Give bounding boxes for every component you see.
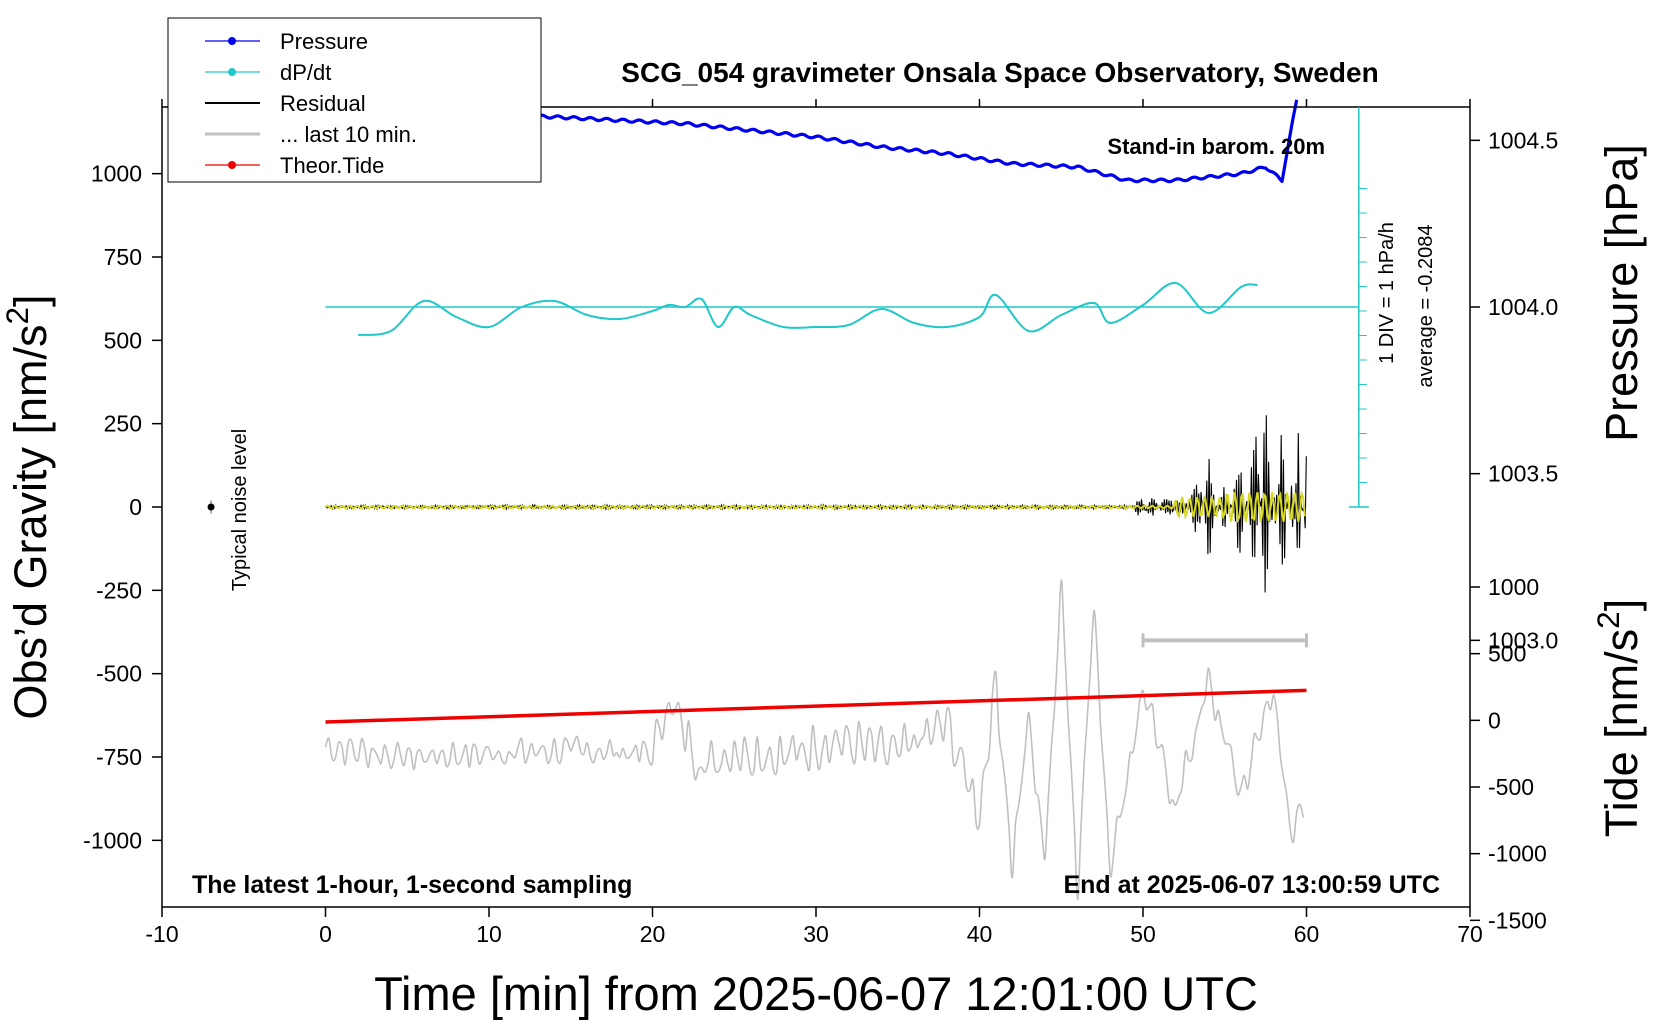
pressure-tick-label: 1003.0 — [1488, 627, 1558, 653]
y-tick-label: 250 — [104, 411, 142, 437]
end-time-note: End at 2025-06-07 13:00:59 UTC — [1063, 871, 1440, 899]
legend-label: Residual — [280, 91, 366, 116]
y-tick-label: -1000 — [83, 827, 142, 853]
legend-label: ... last 10 min. — [280, 122, 417, 147]
y-tick-label: -750 — [96, 744, 142, 770]
legend-marker — [228, 37, 236, 45]
y-axis-label-pressure: Pressure [hPa] — [1596, 144, 1647, 442]
residual-filtered-line — [324, 489, 1306, 524]
tide-tick-label: 1000 — [1488, 574, 1539, 600]
series-4-theor-tide — [325, 688, 1307, 724]
pressure-tick-label: 1003.5 — [1488, 461, 1558, 487]
x-tick-label: 30 — [803, 921, 829, 947]
tide-tick-label: 500 — [1488, 641, 1526, 667]
plot-lines — [324, 88, 1359, 901]
y-tick-label: -250 — [96, 577, 142, 603]
x-tick-label: 70 — [1457, 921, 1483, 947]
y-axis-label-tide: Tide [nm/s2] — [1590, 599, 1647, 837]
x-tick-label: 10 — [476, 921, 502, 947]
barom-note: Stand-in barom. 20m — [1107, 134, 1325, 159]
legend-marker — [228, 68, 236, 76]
tide-tick-label: -500 — [1488, 774, 1534, 800]
y-tick-label: 750 — [104, 244, 142, 270]
legend-label: dP/dt — [280, 60, 331, 85]
pressure-tick-label: 1004.0 — [1488, 294, 1558, 320]
annotations: Stand-in barom. 20m The latest 1-hour, 1-… — [192, 107, 1440, 899]
series-2-residual — [325, 415, 1307, 593]
x-tick-label: -10 — [145, 921, 178, 947]
x-tick-label: 0 — [319, 921, 332, 947]
x-tick-label: 40 — [967, 921, 993, 947]
legend-marker — [228, 161, 236, 169]
x-axis-label: Time [min] from 2025-06-07 12:01:00 UTC — [374, 967, 1258, 1020]
legend-label: Pressure — [280, 29, 368, 54]
average-note: average = -0.2084 — [1415, 225, 1437, 388]
y-tick-label: 500 — [104, 327, 142, 353]
legend: Pressure dP/dt Residual ... last 10 min. The… — [167, 17, 542, 183]
y-axis-label-left: Obs’d Gravity [nm/s2] — [0, 294, 56, 719]
tide-tick-label: -1500 — [1488, 907, 1547, 933]
legend-box — [167, 17, 542, 183]
chart-title: SCG_054 gravimeter Onsala Space Observat… — [621, 57, 1378, 88]
tide-tick-label: -1000 — [1488, 841, 1547, 867]
series-3-grey-last-10-min — [324, 578, 1304, 901]
x-tick-label: 20 — [640, 921, 666, 947]
pressure-tick-label: 1004.5 — [1488, 127, 1558, 153]
div-scale-note: 1 DIV = 1 hPa/h — [1376, 222, 1398, 364]
series-1-dpdt — [358, 281, 1258, 336]
y-tick-label: 1000 — [91, 161, 142, 187]
tide-tick-label: 0 — [1488, 707, 1501, 733]
y-tick-label: 0 — [129, 494, 142, 520]
noise-level-dot — [207, 503, 215, 511]
x-tick-label: 50 — [1130, 921, 1156, 947]
y-tick-label: -500 — [96, 661, 142, 687]
sampling-note: The latest 1-hour, 1-second sampling — [192, 871, 632, 899]
noise-note: Typical noise level — [229, 429, 251, 591]
x-tick-label: 60 — [1294, 921, 1320, 947]
legend-label: Theor.Tide — [280, 153, 384, 178]
